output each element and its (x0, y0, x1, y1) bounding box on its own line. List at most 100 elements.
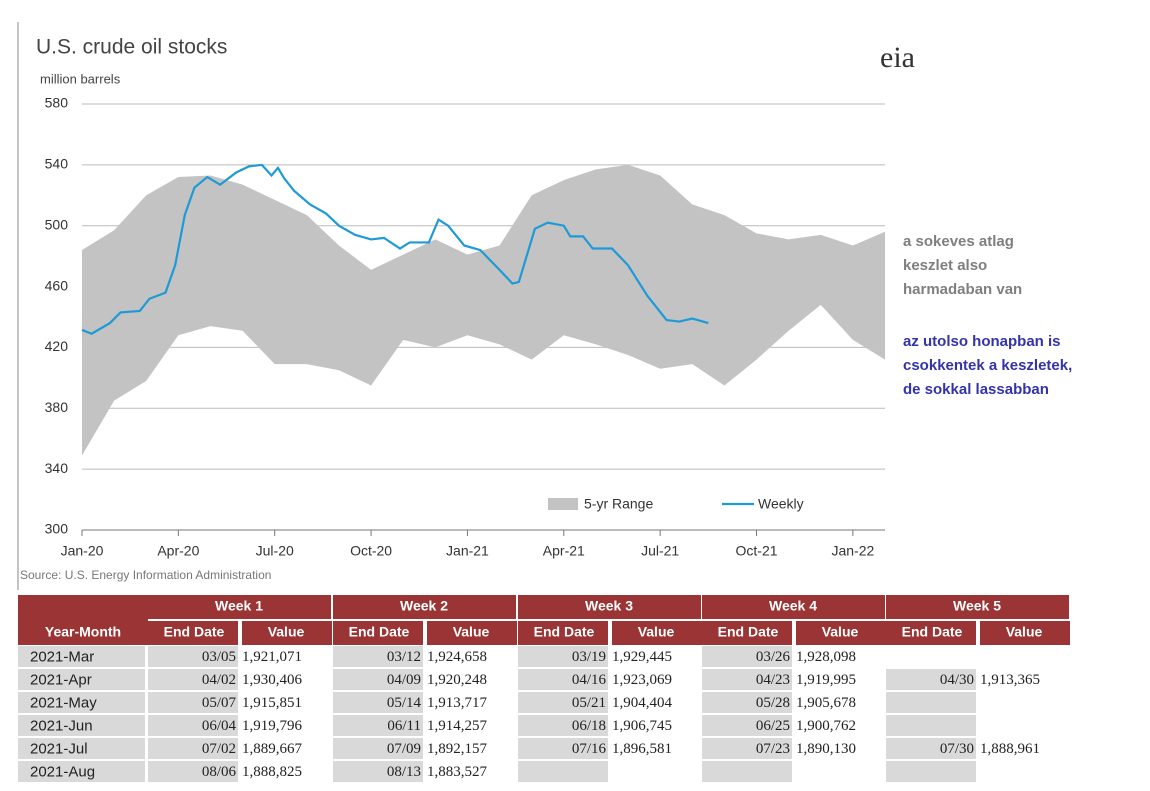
value: 1,906,745 (612, 718, 672, 734)
month-cell (18, 669, 145, 690)
end-date: 04/02 (202, 672, 236, 688)
value: 1,913,365 (980, 672, 1040, 688)
x-tick-label: Jan-20 (61, 543, 104, 559)
month-cell (18, 761, 145, 782)
value: 1,892,157 (427, 741, 488, 757)
date-cell (518, 738, 608, 759)
end-date: 03/12 (387, 649, 421, 665)
value: 1,930,406 (242, 672, 303, 688)
y-tick-label: 420 (45, 338, 69, 354)
end-date: 04/09 (387, 672, 421, 688)
date-cell (702, 715, 792, 736)
date-cell (148, 715, 238, 736)
end-date: 05/28 (756, 695, 790, 711)
date-cell (333, 715, 423, 736)
date-cell (702, 692, 792, 713)
end-date: 05/07 (202, 695, 237, 711)
date-cell (518, 669, 608, 690)
date-cell (148, 669, 238, 690)
annotation: a sokeves atlag keszlet also harmadaban va… (903, 233, 1022, 298)
date-cell (333, 692, 423, 713)
sub-header-label: End Date (349, 624, 410, 640)
month-label: 2021-Apr (30, 671, 92, 688)
date-cell (148, 738, 238, 759)
sub-header (518, 621, 608, 645)
date-cell (702, 738, 792, 759)
month-cell (18, 715, 145, 736)
week-header (148, 595, 331, 619)
y-tick-label: 540 (45, 156, 69, 172)
range-band (82, 164, 885, 456)
date-cell (518, 715, 608, 736)
empty-cell (886, 715, 976, 736)
y-tick-label: 340 (45, 460, 69, 476)
y-tick-label: 580 (45, 95, 69, 111)
month-label: 2021-Aug (30, 763, 95, 780)
legend-label: 5-yr Range (584, 496, 653, 512)
week-header (333, 595, 516, 619)
x-tick-label: Jan-21 (446, 543, 489, 559)
sub-header (702, 621, 792, 645)
end-date: 03/05 (202, 649, 236, 665)
end-date: 07/23 (756, 741, 790, 757)
month-cell (18, 692, 145, 713)
value: 1,904,404 (612, 695, 673, 711)
x-tick-label: Jan-22 (831, 543, 874, 559)
source: Source: U.S. Energy Information Administ… (20, 568, 271, 582)
sub-header (242, 621, 332, 645)
value: 1,920,248 (427, 672, 487, 688)
date-cell (333, 669, 423, 690)
date-cell (886, 669, 976, 690)
value: 1,914,257 (427, 718, 488, 734)
sub-header-label: End Date (534, 624, 595, 640)
week-label: Week 2 (400, 598, 448, 614)
value: 1,889,667 (242, 741, 303, 757)
annotation-text: az utolso honapban is (903, 333, 1061, 350)
date-cell (886, 738, 976, 759)
value: 1,915,851 (242, 695, 302, 711)
sub-header-label: Value (638, 624, 675, 640)
end-date: 03/26 (756, 649, 791, 665)
y-tick-label: 300 (45, 521, 69, 537)
date-cell (518, 646, 608, 667)
table-header (18, 595, 148, 645)
x-tick-label: Jul-21 (641, 543, 679, 559)
x-tick-label: Oct-20 (350, 543, 392, 559)
week-label: Week 1 (215, 598, 263, 614)
week-label: Week 3 (585, 598, 633, 614)
end-date: 06/11 (387, 718, 421, 734)
annotation-text: harmadaban van (903, 281, 1022, 298)
value: 1,921,071 (242, 649, 302, 665)
sub-header-label: End Date (718, 624, 779, 640)
y-axis-label: million barrels (40, 71, 121, 86)
date-cell (148, 692, 238, 713)
legend-label: Weekly (758, 496, 804, 512)
sub-header-label: End Date (902, 624, 963, 640)
end-date: 06/18 (572, 718, 606, 734)
x-tick-label: Oct-21 (736, 543, 778, 559)
end-date: 06/04 (202, 718, 237, 734)
empty-cell (518, 761, 608, 782)
sub-header-label: End Date (164, 624, 225, 640)
end-date: 04/30 (940, 672, 974, 688)
y-tick-label: 460 (45, 277, 69, 293)
sub-header (148, 621, 238, 645)
month-cell (18, 646, 145, 667)
end-date: 07/16 (572, 741, 607, 757)
empty-cell (886, 692, 976, 713)
sub-header (427, 621, 517, 645)
value: 1,896,581 (612, 741, 672, 757)
value: 1,888,825 (242, 764, 302, 780)
value: 1,900,762 (796, 718, 856, 734)
chart-title: U.S. crude oil stocks (36, 36, 227, 59)
sub-header-label: Value (268, 624, 305, 640)
sub-header (333, 621, 423, 645)
month-cell (18, 738, 145, 759)
weekly-line (81, 163, 709, 335)
annotation: az utolso honapban is csokkentek a keszle… (903, 333, 1072, 398)
sub-header-label: Value (1006, 624, 1043, 640)
sub-header-label: Value (453, 624, 490, 640)
week-label: Week 5 (953, 598, 1001, 614)
month-label: 2021-May (30, 694, 97, 711)
